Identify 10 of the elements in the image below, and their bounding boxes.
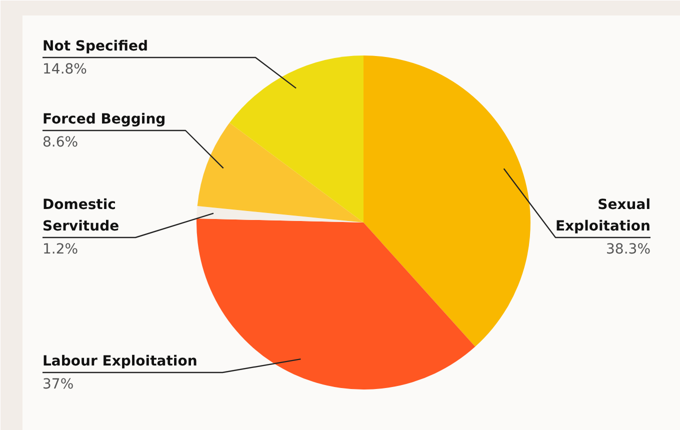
data-label: 8.6% (42, 134, 78, 150)
slice-label: Domestic Servitude (42, 196, 120, 234)
data-label: 1.2% (42, 242, 78, 258)
data-label: 37% (42, 376, 74, 392)
slice-label: Not Specified (42, 38, 148, 54)
slice-label: Forced Begging (42, 112, 166, 128)
data-label: 14.8% (42, 62, 87, 78)
slice-label: Labour Exploitation (42, 354, 198, 370)
data-label: 38.3% (606, 242, 651, 258)
slice-label: Sexual Exploitation (555, 196, 651, 234)
